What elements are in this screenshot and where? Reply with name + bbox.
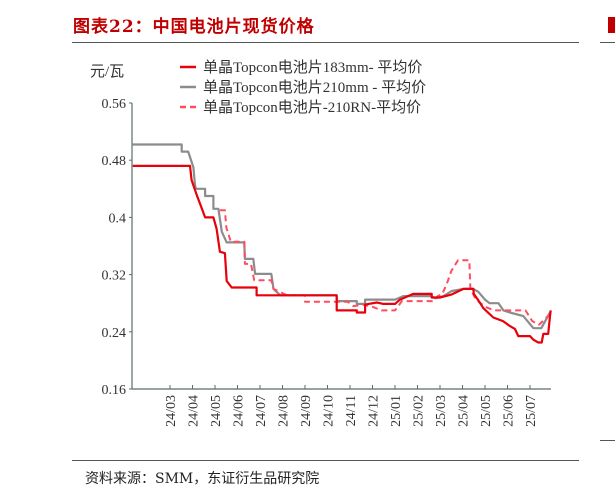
x-tick-label: 25/04: [457, 395, 472, 427]
legend-label: 单晶Topcon电池片183mm- 平均价: [203, 59, 422, 76]
y-tick-label: 0.48: [102, 154, 127, 169]
x-tick-label: 24/05: [209, 395, 224, 427]
x-tick-label: 24/03: [164, 395, 179, 427]
axes: 0.56 0.48 0.4 0.32 0.24 0.16 24/03 24/04 24/05 24…: [102, 97, 551, 427]
x-tick-label: 24/10: [322, 395, 337, 427]
series-lines: [132, 143, 552, 344]
legend-label: 单晶Topcon电池片210mm - 平均价: [203, 79, 426, 96]
adjacent-chart-fragment: [608, 17, 615, 33]
adjacent-footer-divider: [600, 440, 615, 441]
footer-divider: [72, 460, 579, 461]
x-tick-label: 24/09: [299, 395, 314, 427]
chart-title: 图表22：中国电池片现货价格: [73, 17, 315, 37]
x-tick-label: 25/02: [412, 395, 427, 427]
series-line-0: [132, 164, 552, 344]
y-tick-label: 0.16: [102, 383, 127, 398]
x-tick-label: 24/12: [367, 395, 382, 427]
x-tick-label: 24/11: [344, 395, 359, 426]
legend-label: 单晶Topcon电池片-210RN-平均价: [203, 99, 421, 116]
title-divider: [72, 42, 579, 43]
x-tick-label: 24/08: [277, 395, 292, 427]
adjacent-chart-divider: [600, 42, 615, 43]
x-tick-label: 25/06: [502, 395, 517, 427]
x-tick-label: 25/05: [479, 395, 494, 427]
y-axis-label: 元/瓦: [90, 64, 124, 80]
x-tick-label: 25/03: [434, 395, 449, 427]
x-tick-label: 24/06: [232, 395, 247, 427]
x-tick-label: 25/07: [524, 395, 539, 427]
x-tick-label: 24/04: [187, 395, 202, 427]
y-tick-label: 0.4: [109, 211, 127, 226]
y-tick-label: 0.56: [102, 97, 127, 112]
y-tick-label: 0.24: [102, 326, 127, 341]
x-tick-label: 25/01: [389, 395, 404, 427]
series-line-1: [132, 143, 552, 330]
y-tick-label: 0.32: [102, 269, 127, 284]
source-note: 资料来源：SMM，东证衍生品研究院: [85, 471, 320, 487]
x-tick-label: 24/07: [254, 395, 269, 427]
